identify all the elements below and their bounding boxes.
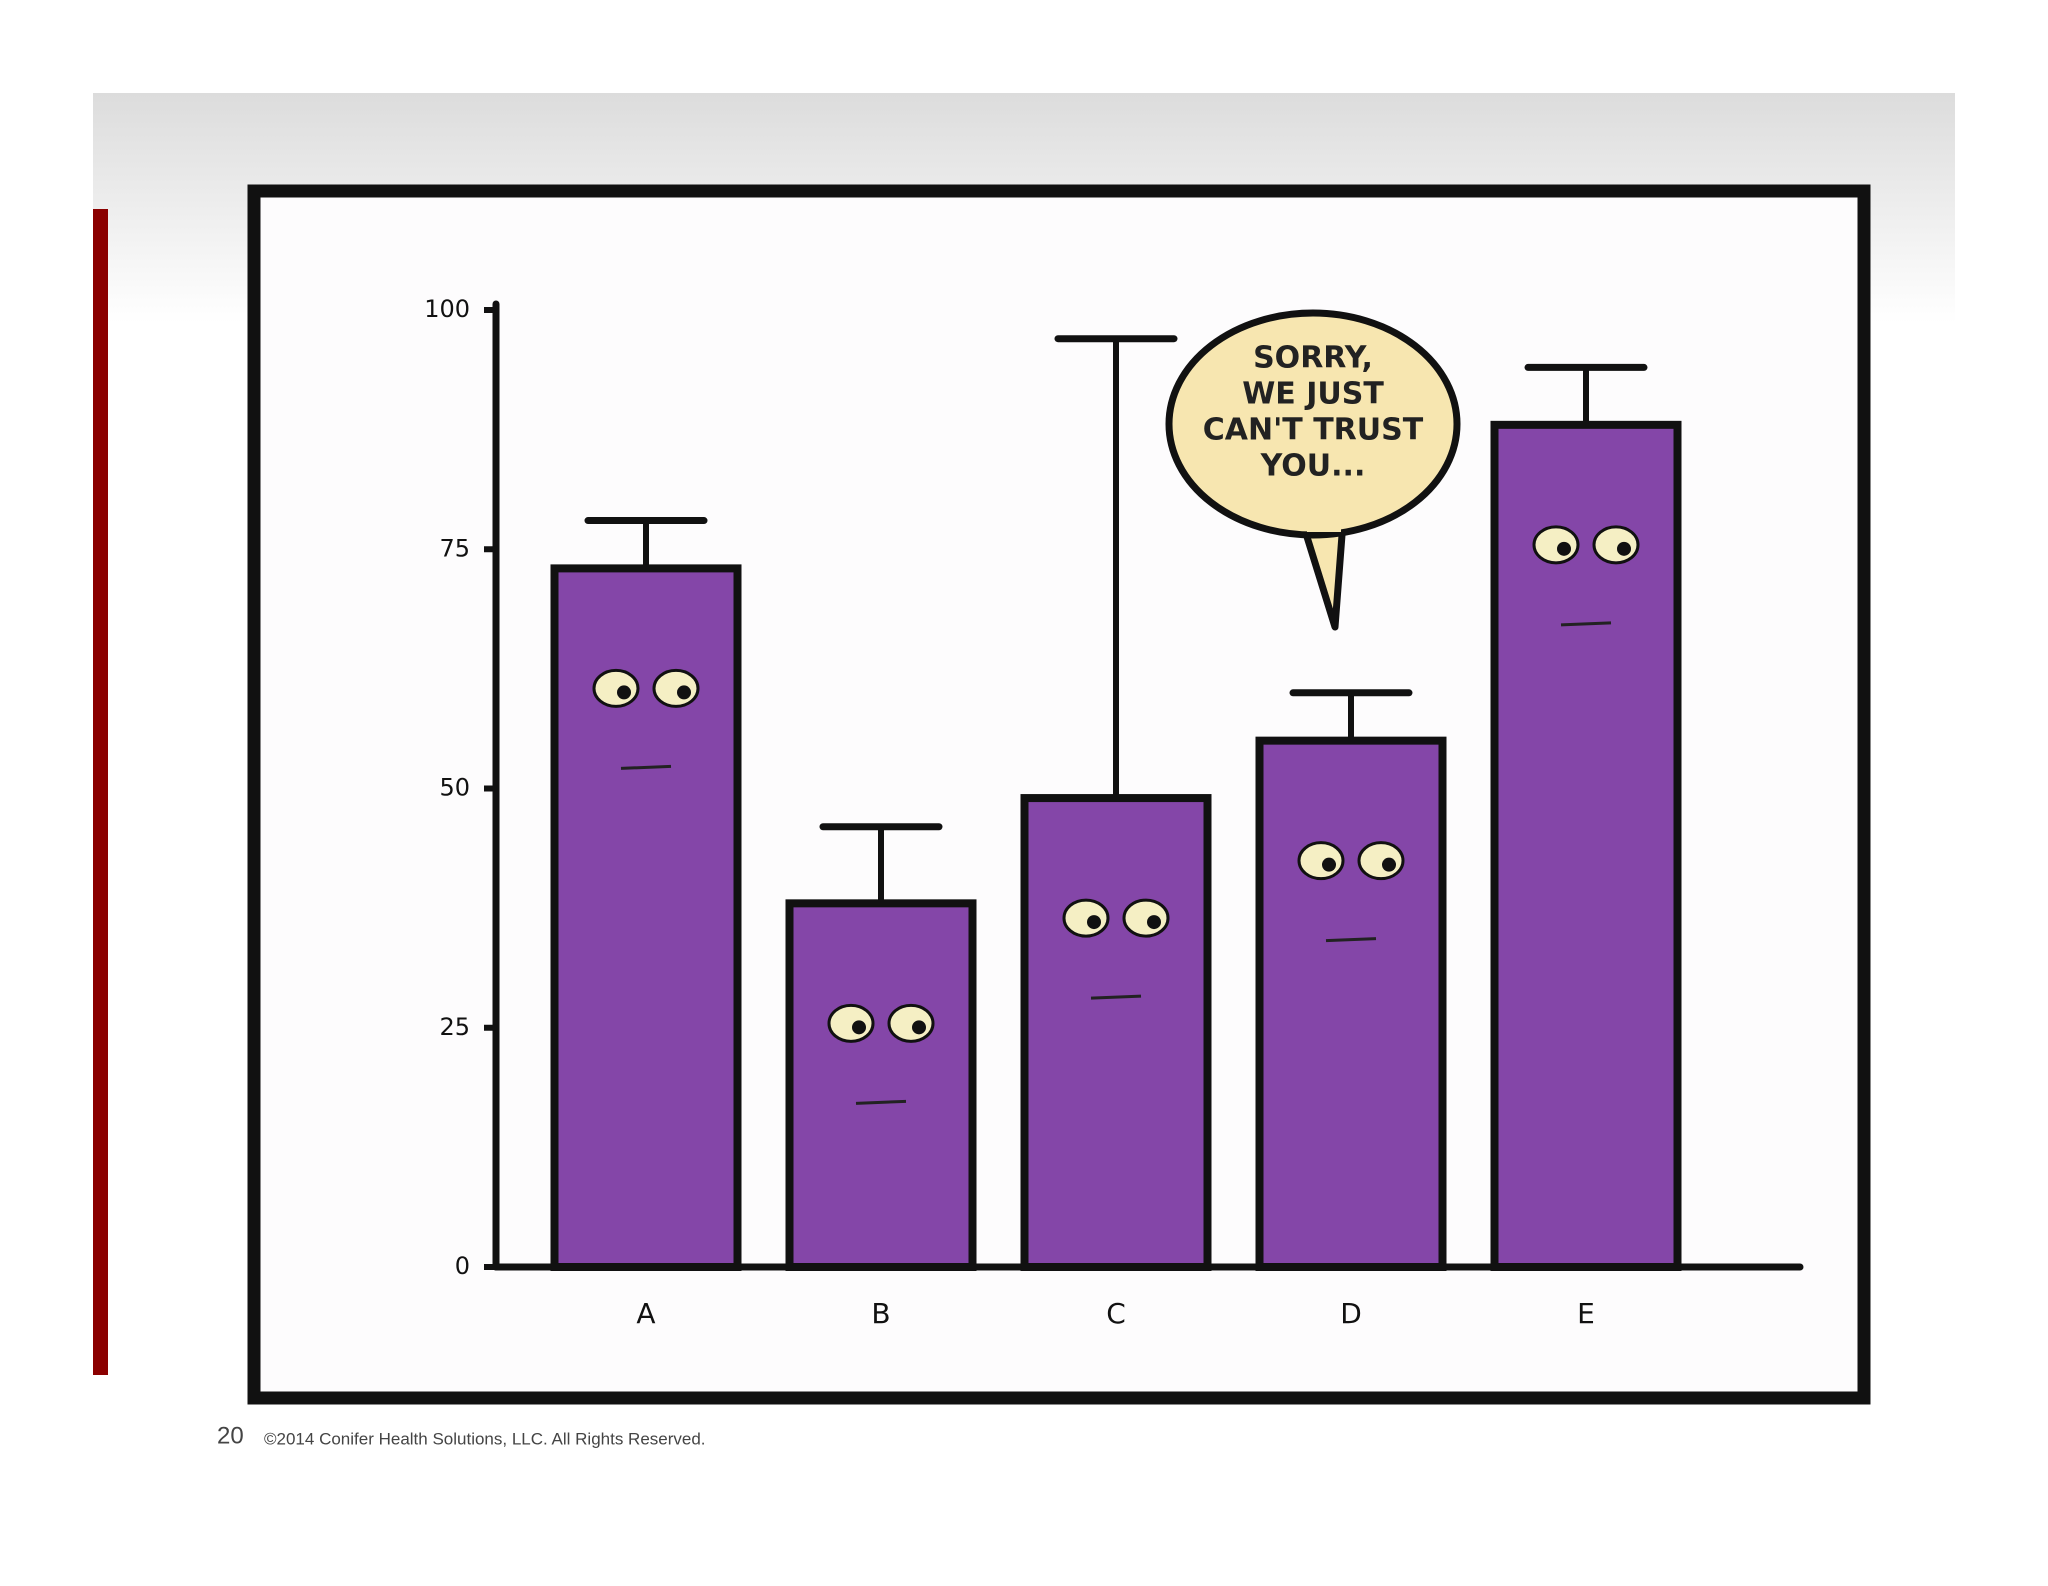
face-eye (1532, 525, 1580, 565)
face-eye (1592, 525, 1640, 565)
face-pupil (617, 685, 631, 700)
annotation-line: WE JUST (1242, 377, 1384, 412)
page-number: 20 (217, 1422, 244, 1449)
face-eye (1297, 841, 1345, 881)
x-tick-label: B (871, 1297, 890, 1330)
face-pupil (1617, 541, 1631, 556)
annotation-line: CAN'T TRUST (1203, 413, 1424, 448)
bar (550, 564, 742, 1271)
face-mouth (620, 764, 672, 770)
x-tick-label: A (636, 1297, 655, 1330)
face-mouth (1090, 994, 1142, 1000)
x-tick-label: E (1577, 1297, 1595, 1330)
x-tick-label: D (1340, 1297, 1362, 1330)
face-mouth (855, 1099, 907, 1105)
face-eye (887, 1003, 935, 1043)
face-eye (1357, 841, 1405, 881)
bar (1020, 794, 1212, 1271)
face-eye (1062, 898, 1110, 938)
face-eye (1122, 898, 1170, 938)
bar (1490, 420, 1682, 1271)
y-tick-label: 0 (455, 1252, 470, 1280)
speech-bubble-join (1307, 516, 1341, 532)
face-pupil (1087, 915, 1101, 930)
y-tick-label: 25 (439, 1013, 470, 1041)
bar (1255, 736, 1447, 1271)
face-mouth (1560, 621, 1612, 627)
face-eye (652, 668, 700, 708)
annotation-line: YOU... (1260, 449, 1366, 484)
face-mouth (1325, 937, 1377, 943)
accent-bar (93, 209, 108, 1375)
copyright: ©2014 Conifer Health Solutions, LLC. All… (264, 1429, 706, 1448)
face-eye (592, 668, 640, 708)
bar (785, 899, 977, 1272)
face-pupil (1147, 915, 1161, 930)
annotation-line: SORRY, (1253, 341, 1373, 376)
face-pupil (1322, 857, 1336, 872)
x-tick-label: C (1106, 1297, 1126, 1330)
speech-bubble (1165, 309, 1461, 539)
face-pupil (677, 685, 691, 700)
face-pupil (1557, 541, 1571, 556)
y-tick-label: 100 (424, 295, 470, 323)
y-tick-label: 50 (439, 774, 470, 802)
face-pupil (912, 1020, 926, 1035)
face-pupil (1382, 857, 1396, 872)
face-eye (827, 1003, 875, 1043)
face-pupil (852, 1020, 866, 1035)
y-tick-label: 75 (439, 534, 470, 562)
